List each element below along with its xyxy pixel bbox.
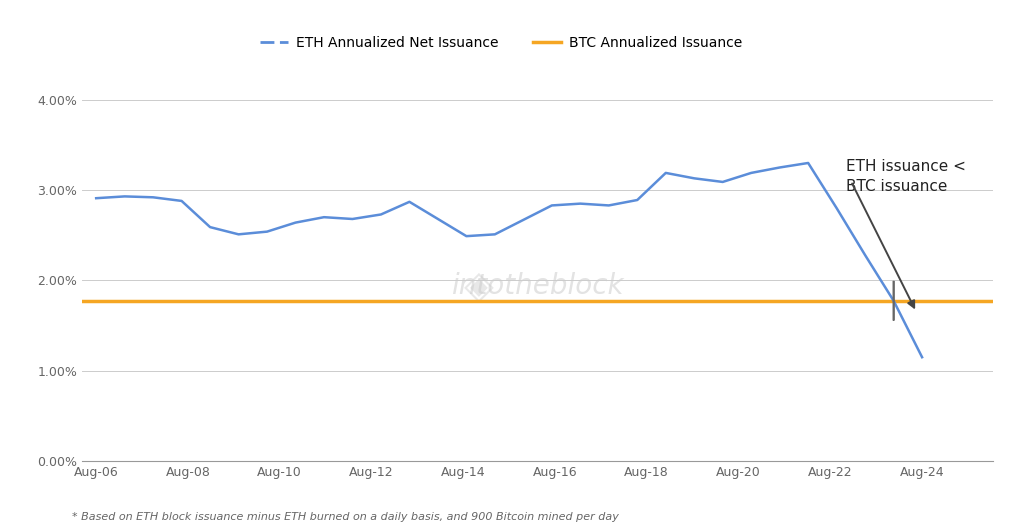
Text: * Based on ETH block issuance minus ETH burned on a daily basis, and 900 Bitcoin: * Based on ETH block issuance minus ETH … bbox=[72, 512, 618, 522]
Text: intotheblock: intotheblock bbox=[452, 272, 624, 300]
Text: ◈: ◈ bbox=[464, 267, 494, 305]
Legend: ETH Annualized Net Issuance, BTC Annualized Issuance: ETH Annualized Net Issuance, BTC Annuali… bbox=[254, 31, 749, 56]
Text: ETH issuance <
BTC issuance: ETH issuance < BTC issuance bbox=[846, 159, 966, 194]
